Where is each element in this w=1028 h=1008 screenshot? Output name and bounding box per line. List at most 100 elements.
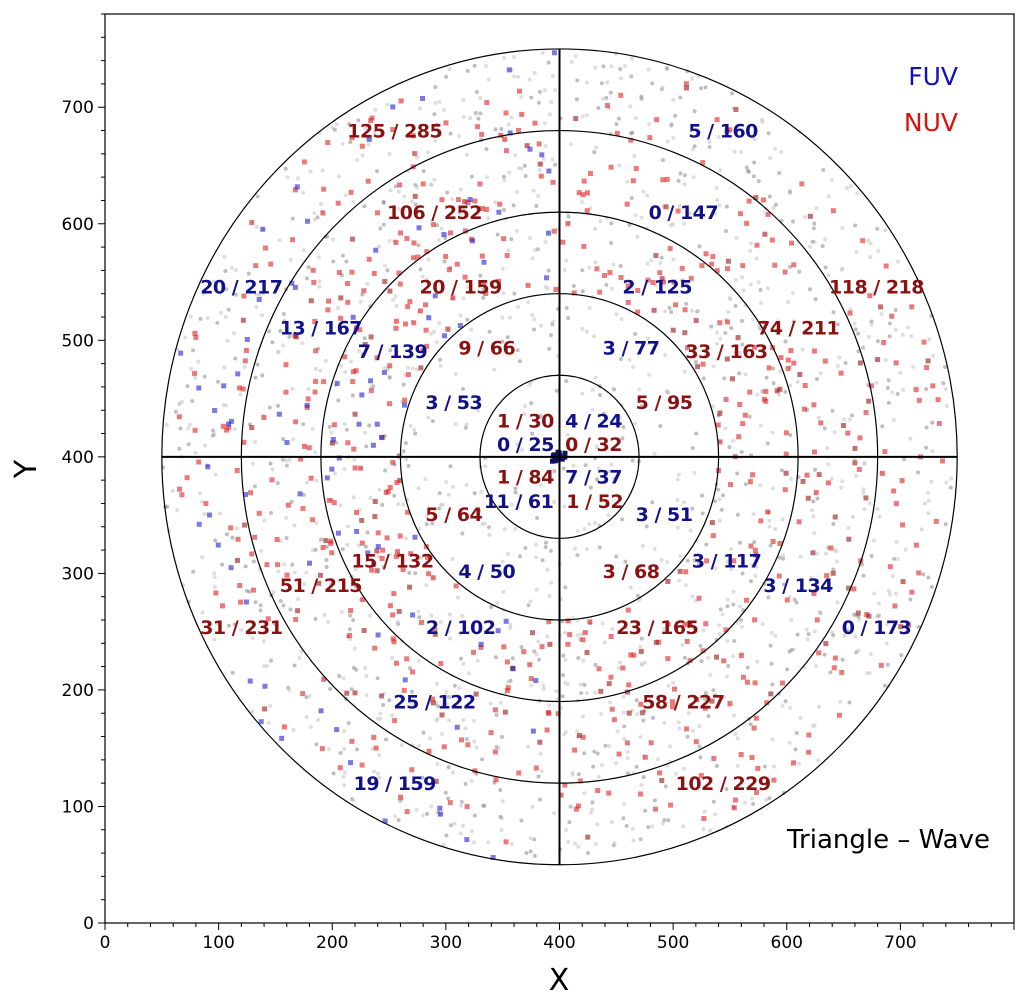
background-point: [794, 731, 799, 736]
background-point: [682, 221, 687, 226]
legend-nuv: NUV: [904, 108, 958, 137]
background-point: [447, 718, 452, 723]
background-point: [566, 315, 571, 320]
background-point: [720, 493, 725, 498]
nuv-point: [900, 522, 906, 528]
background-point: [566, 214, 571, 219]
nuv-point: [580, 192, 586, 198]
background-point: [258, 603, 263, 608]
background-point: [639, 404, 644, 409]
background-point: [500, 559, 505, 564]
background-point: [568, 804, 573, 809]
nuv-point: [733, 107, 739, 113]
fuv-point: [228, 565, 234, 571]
background-point: [377, 753, 382, 758]
background-point: [442, 108, 447, 113]
nuv-point: [398, 98, 404, 104]
background-point: [273, 622, 278, 627]
nuv-point: [727, 700, 733, 706]
background-point: [607, 744, 612, 749]
background-point: [948, 485, 953, 490]
nuv-point: [608, 164, 614, 170]
nuv-point: [753, 552, 759, 558]
nuv-point: [306, 445, 312, 451]
background-point: [829, 178, 834, 183]
background-point: [885, 662, 890, 667]
background-point: [278, 328, 283, 333]
background-point: [346, 524, 351, 529]
background-point: [280, 457, 285, 462]
nuv-point: [628, 652, 634, 658]
background-point: [448, 636, 453, 641]
nuv-point: [764, 700, 770, 706]
nuv-point: [868, 383, 874, 389]
background-point: [518, 494, 523, 499]
background-point: [471, 718, 476, 723]
background-point: [831, 521, 836, 526]
background-point: [193, 375, 198, 380]
fuv-point: [379, 434, 385, 440]
background-point: [597, 545, 602, 550]
nuv-point: [777, 386, 783, 392]
background-point: [304, 480, 309, 485]
nuv-point: [670, 327, 676, 333]
background-point: [473, 111, 478, 116]
background-point: [686, 711, 691, 716]
background-point: [316, 255, 321, 260]
nuv-point: [616, 751, 622, 757]
x-axis-label: X: [549, 963, 570, 998]
background-point: [193, 451, 198, 456]
background-point: [744, 165, 749, 170]
count-label-fuv: 4 / 24: [565, 411, 622, 433]
background-point: [575, 78, 580, 83]
background-point: [565, 432, 570, 437]
background-point: [668, 744, 673, 749]
background-point: [164, 422, 169, 427]
nuv-point: [714, 654, 720, 660]
nuv-point: [224, 427, 230, 433]
nuv-point: [423, 327, 429, 333]
background-point: [519, 645, 524, 650]
background-point: [333, 471, 338, 476]
nuv-point: [290, 237, 296, 243]
background-point: [479, 489, 484, 494]
background-point: [876, 248, 881, 253]
nuv-point: [345, 299, 351, 305]
background-point: [506, 248, 511, 253]
background-point: [596, 466, 601, 471]
nuv-point: [432, 627, 438, 633]
background-point: [396, 189, 401, 194]
background-point: [730, 91, 735, 96]
fuv-point: [297, 491, 303, 497]
background-point: [687, 211, 692, 216]
background-point: [808, 287, 813, 292]
background-point: [513, 153, 518, 158]
background-point: [930, 420, 935, 425]
background-point: [621, 816, 626, 821]
nuv-point: [648, 740, 654, 746]
nuv-point: [635, 309, 641, 315]
background-point: [390, 713, 395, 718]
background-point: [676, 720, 681, 725]
background-point: [662, 818, 667, 823]
y-tick-label: 300: [62, 564, 94, 584]
background-point: [770, 682, 775, 687]
nuv-point: [576, 190, 582, 196]
count-label-nuv: 15 / 132: [351, 551, 433, 573]
background-point: [696, 74, 701, 79]
nuv-point: [762, 231, 768, 237]
background-point: [758, 287, 763, 292]
background-point: [861, 345, 866, 350]
fuv-point: [527, 146, 533, 152]
background-point: [590, 407, 595, 412]
nuv-point: [369, 115, 375, 121]
nuv-point: [368, 387, 374, 393]
background-point: [437, 99, 442, 104]
fuv-point: [354, 528, 360, 534]
nuv-point: [238, 599, 244, 605]
nuv-point: [430, 222, 436, 228]
nuv-point: [715, 422, 721, 428]
background-point: [660, 289, 665, 294]
background-point: [215, 320, 220, 325]
background-point: [377, 244, 382, 249]
